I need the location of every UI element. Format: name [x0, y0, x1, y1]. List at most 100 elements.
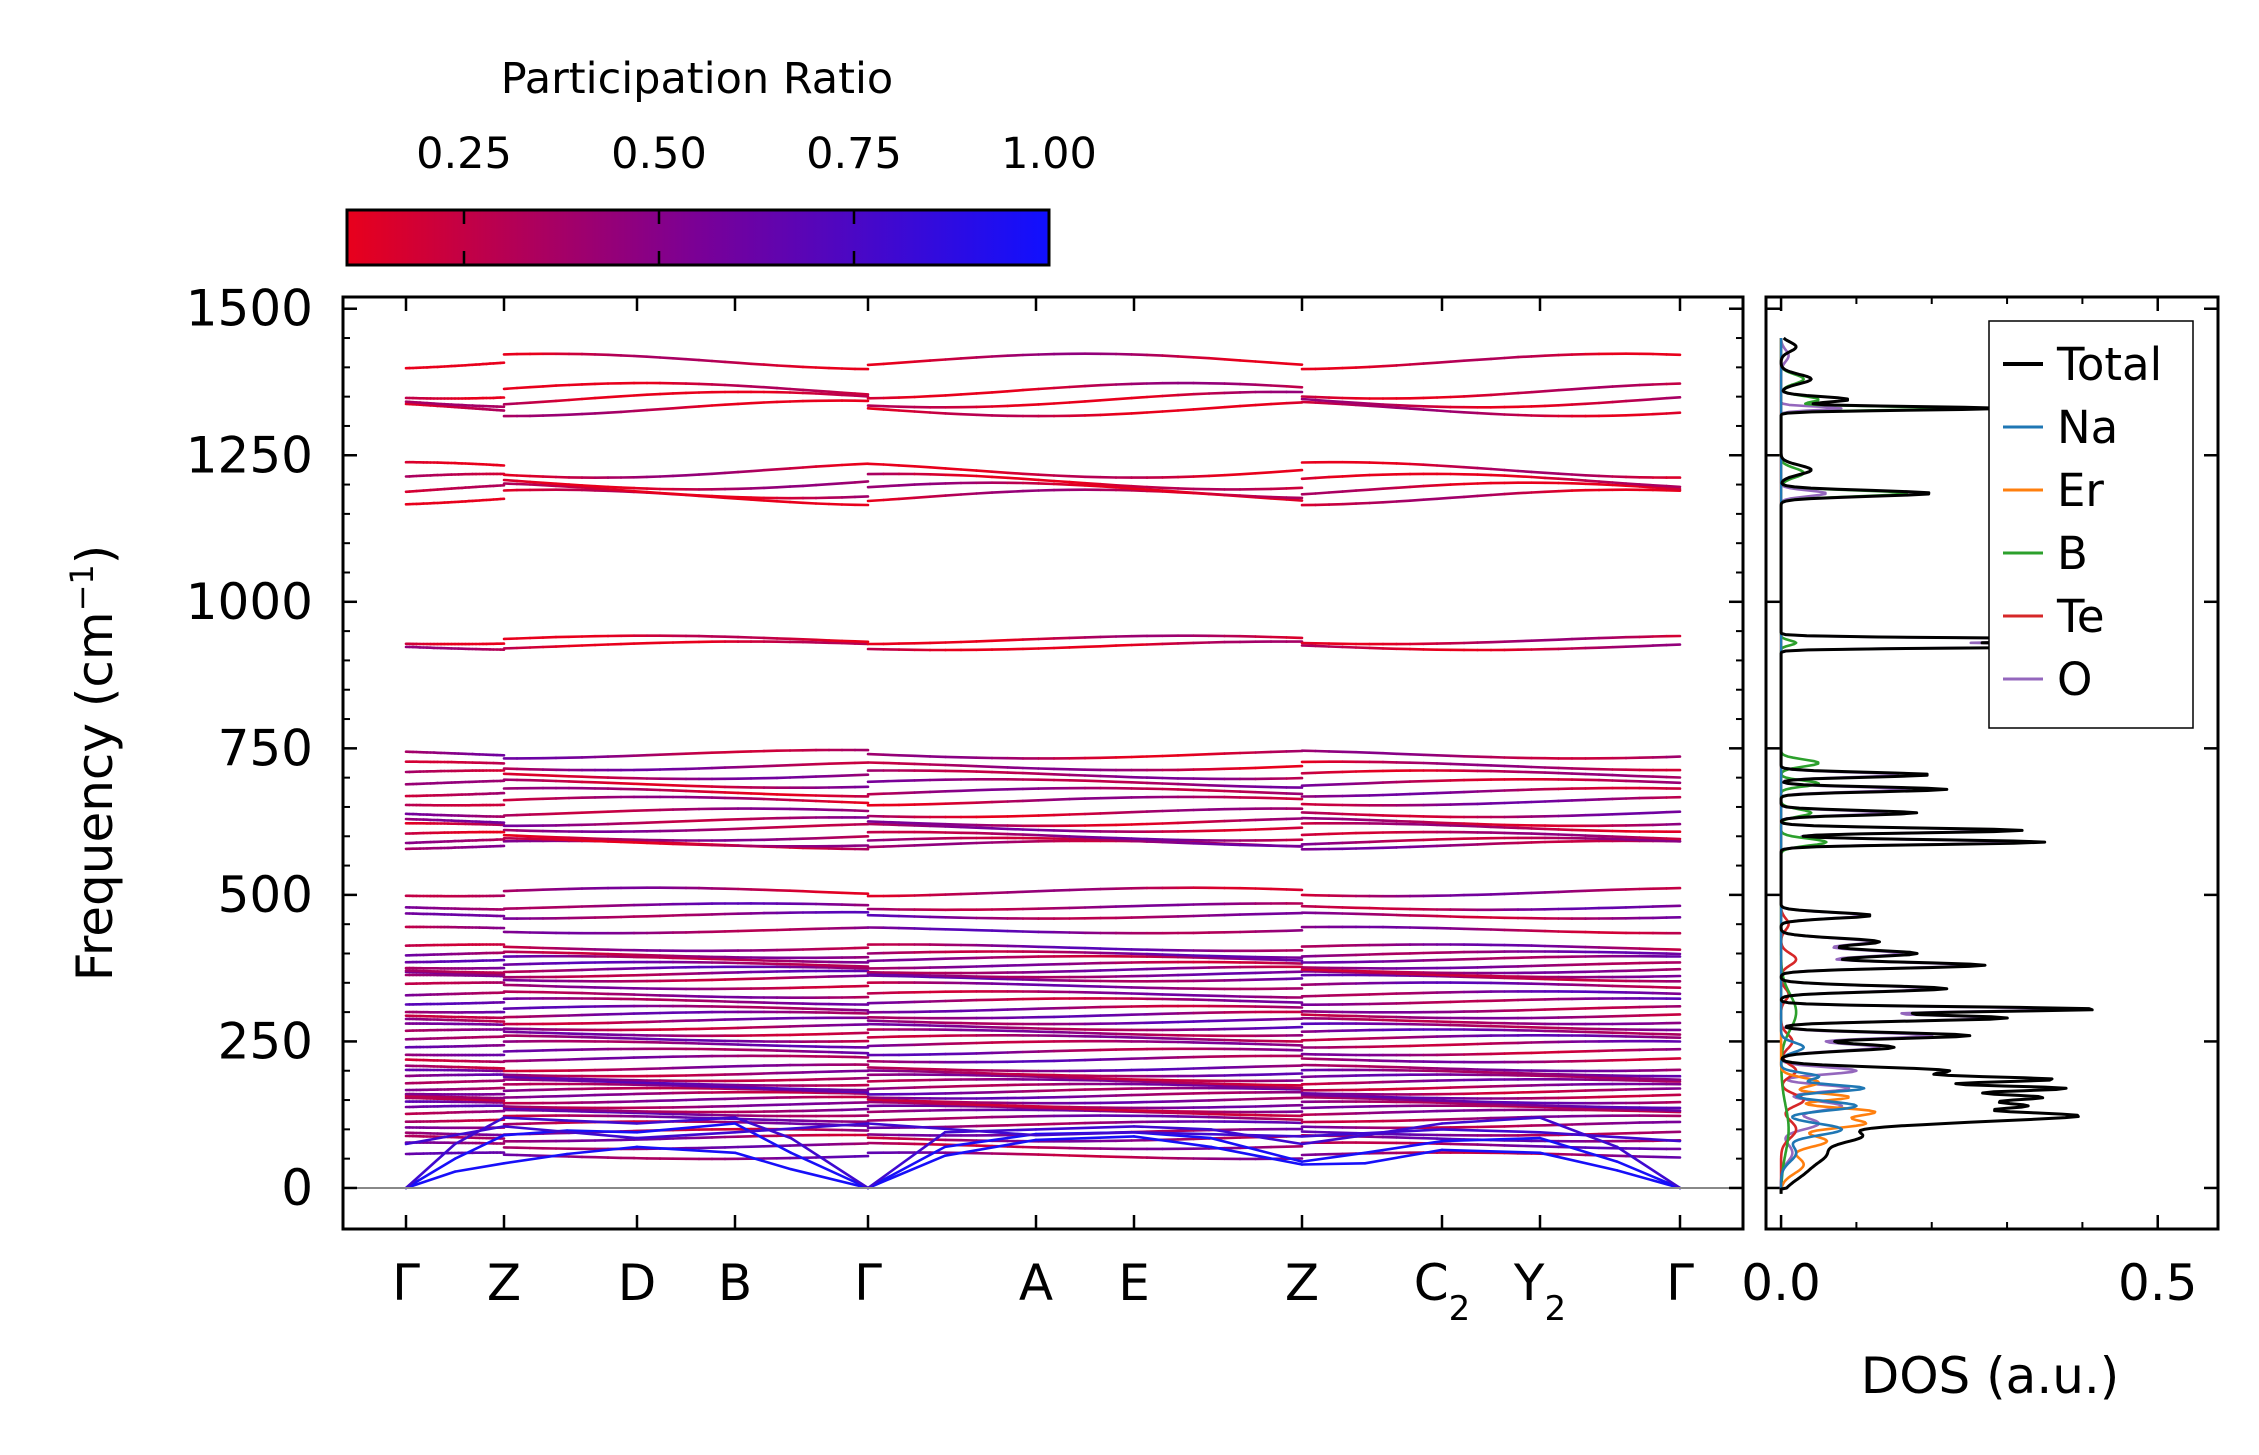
- band-line-segment: [1584, 834, 1601, 838]
- colorbar-tick-label: 0.50: [611, 129, 707, 179]
- band-line-segment: [840, 835, 857, 839]
- band-line-segment: [1435, 823, 1452, 827]
- band-line-segment: [913, 843, 932, 847]
- band-line-segment: [1624, 838, 1641, 842]
- band-line-segment: [1145, 840, 1164, 844]
- band-line-segment: [1395, 838, 1412, 843]
- band-line-segment: [1130, 904, 1149, 908]
- band-line-segment: [723, 827, 740, 831]
- band-line-segment: [1584, 888, 1601, 893]
- band-line-segment: [853, 834, 870, 839]
- band-line-segment: [1083, 946, 1102, 950]
- band-line-segment: [928, 999, 947, 1003]
- band-line-segment: [632, 821, 649, 825]
- band-line-segment: [928, 824, 947, 828]
- band-line-segment: [1254, 1042, 1273, 1046]
- band-line-segment: [913, 1043, 932, 1047]
- band-line-segment: [990, 929, 1009, 933]
- band-line-segment: [975, 976, 994, 981]
- band-line-segment: [1161, 1080, 1180, 1084]
- band-line-segment: [1207, 972, 1226, 976]
- band-line-segment: [1516, 891, 1533, 895]
- band-line-segment: [1285, 826, 1304, 830]
- band-line-segment: [1006, 890, 1025, 894]
- band-line-segment: [975, 891, 994, 895]
- band-line-segment: [1037, 1122, 1056, 1126]
- band-line-segment: [1176, 1067, 1195, 1071]
- band-line-segment: [1611, 835, 1628, 839]
- band-line-segment: [671, 819, 688, 824]
- band-line-segment: [1099, 905, 1118, 909]
- band-line-segment: [840, 891, 857, 895]
- band-line-segment: [1449, 843, 1466, 847]
- band-line-segment: [1269, 1085, 1288, 1089]
- band-line-segment: [913, 1137, 932, 1141]
- band-line-segment: [1083, 1154, 1102, 1158]
- band-line-segment: [606, 840, 623, 844]
- band-line-segment: [658, 820, 675, 824]
- band-line-segment: [1052, 888, 1071, 892]
- band-line-segment: [1238, 1065, 1257, 1069]
- band-line-segment: [1223, 1136, 1242, 1140]
- band-line-segment: [801, 889, 818, 894]
- band-line-segment: [827, 835, 844, 840]
- band-line-segment: [788, 889, 805, 893]
- band-line-segment: [1130, 1110, 1149, 1114]
- band-line-segment: [814, 890, 831, 894]
- band-line-segment: [1068, 1076, 1087, 1080]
- band-line-segment: [1068, 888, 1087, 892]
- band-line-segment: [1238, 957, 1257, 961]
- colorbar-tick-labels: 0.25 0.50 0.75 1.00: [416, 129, 1097, 179]
- band-line-segment: [897, 1000, 916, 1004]
- band-line-segment: [1192, 972, 1211, 977]
- band-line-segment: [1006, 1050, 1025, 1054]
- band-line-segment: [1285, 1025, 1304, 1029]
- colorbar-tick-label: 1.00: [1001, 129, 1097, 179]
- band-line-segment: [1083, 1094, 1102, 1098]
- band-line-segment: [1557, 828, 1574, 832]
- band-line-segment: [1300, 833, 1317, 837]
- band-line-segment: [990, 1103, 1009, 1107]
- band-line-segment: [541, 835, 558, 839]
- band-line-segment: [882, 1136, 901, 1140]
- band-line-segment: [684, 819, 701, 823]
- band-line-segment: [1327, 841, 1344, 845]
- band-line-segment: [710, 818, 727, 822]
- band-line-segment: [1021, 889, 1040, 894]
- band-line-segment: [1354, 840, 1371, 844]
- band-line-segment: [1006, 1123, 1025, 1127]
- band-line-segment: [975, 826, 994, 830]
- band-line-segment: [1068, 984, 1087, 988]
- band-line-segment: [1597, 888, 1614, 892]
- band-line-segment: [1130, 1080, 1149, 1084]
- band-line-segment: [1624, 835, 1641, 839]
- band-line-segment: [1037, 1049, 1056, 1053]
- band-line-segment: [975, 1144, 994, 1148]
- band-line-segment: [515, 834, 532, 838]
- band-line-segment: [1238, 828, 1257, 832]
- band-line-segment: [897, 1099, 916, 1103]
- band-line-segment: [1207, 842, 1226, 846]
- band-line-segment: [1238, 1116, 1257, 1120]
- band-line-segment: [975, 1025, 994, 1029]
- band-line-segment: [1006, 832, 1025, 836]
- band-line-segment: [1114, 968, 1133, 972]
- band-line-segment: [1021, 1029, 1040, 1033]
- band-line-segment: [580, 836, 597, 841]
- band-line-segment: [1476, 824, 1493, 829]
- band-line-segment: [1341, 841, 1358, 845]
- band-line-segment: [1269, 1104, 1288, 1108]
- band-line-segment: [1099, 836, 1118, 840]
- band-line-segment: [913, 927, 932, 931]
- band-line-segment: [1145, 1036, 1164, 1040]
- band-line-segment: [1021, 963, 1040, 967]
- band-line-segment: [1021, 944, 1040, 949]
- band-line-segment: [1052, 1088, 1071, 1092]
- band-line-segment: [882, 1118, 901, 1122]
- band-line-segment: [928, 893, 947, 897]
- band-line-segment: [866, 838, 885, 842]
- band-line-segment: [1021, 1089, 1040, 1093]
- band-line-segment: [567, 836, 584, 840]
- band-line-segment: [1462, 843, 1479, 847]
- band-line-segment: [882, 1086, 901, 1090]
